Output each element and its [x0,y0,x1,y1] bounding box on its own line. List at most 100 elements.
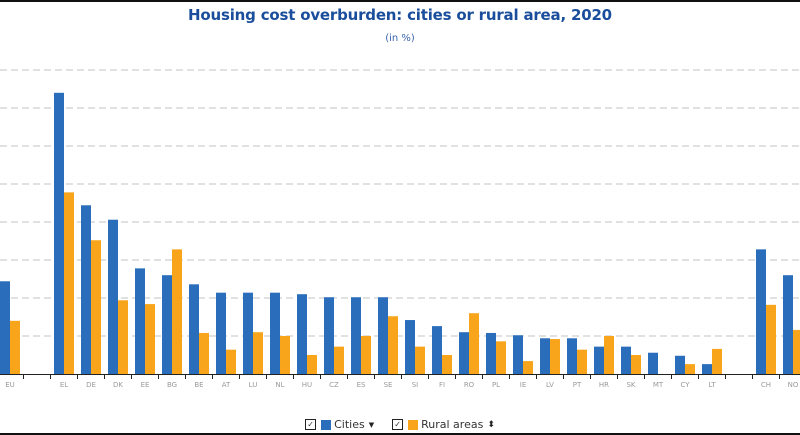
bar-cities-hu [297,294,307,374]
x-tick-label: CH [761,381,771,389]
x-tick-label: CZ [329,381,339,389]
bar-cities-ro [459,332,469,374]
bar-rural-ie [523,361,533,374]
bar-cities-lu [243,292,253,374]
x-tick-label: EL [60,381,68,389]
x-tick-label: EU [5,381,15,389]
bar-cities-pt [567,338,577,374]
sort-descending-icon[interactable]: ▼ [368,420,375,429]
bar-rural-si [415,346,425,374]
bar-cities-nl [270,292,280,374]
bar-cities-ch [756,249,766,374]
x-tick-label: ES [357,381,366,389]
gridlines [0,69,800,337]
x-tick-label: NO [788,381,799,389]
bottom-border [0,433,800,435]
legend: ✓ Cities ▼ ✓ Rural areas ⬍ [0,418,800,431]
x-tick-label: LU [249,381,258,389]
bar-rural-lv [550,339,560,374]
bar-cities-hr [594,346,604,374]
bar-rural-lt [712,348,722,374]
bar-rural-se [388,316,398,374]
checkbox-icon[interactable]: ✓ [305,419,317,430]
x-tick-label: PL [492,381,500,389]
x-tick-label: BG [167,381,177,389]
x-tick-label: BE [194,381,203,389]
bar-cities-pl [486,332,496,374]
x-tick-label: RO [464,381,475,389]
bar-cities-lv [540,338,550,374]
bar-cities-lt [702,364,712,374]
bar-cities-sk [621,346,631,374]
bar-rural-hr [604,336,614,374]
bar-cities-de [81,205,91,374]
chart-title: Housing cost overburden: cities or rural… [188,6,612,24]
bar-rural-sk [631,355,641,374]
chart-subtitle: (in %) [385,33,415,44]
rural-areas-swatch [408,419,419,430]
bar-rural-fi [442,355,452,374]
legend-label-cities: Cities [334,418,365,431]
bar-rural-ch [766,304,776,374]
bars [0,92,800,375]
x-tick-label: EE [141,381,150,389]
legend-item-rural-areas[interactable]: ✓ Rural areas ⬍ [392,418,495,431]
x-tick-label: PT [573,381,582,389]
x-tick-label: HR [599,381,609,389]
bar-rural-no [793,329,800,374]
x-tick-label: DE [86,381,96,389]
x-tick-label: SK [626,381,635,389]
bar-cities-cy [675,355,685,374]
x-tick-label: IE [520,381,527,389]
bar-rural-cy [685,364,695,374]
x-tick-label: LT [708,381,716,389]
bar-cities-ee [135,268,145,374]
bar-rural-es [361,336,371,374]
bar-cities-el [54,92,64,375]
x-tick-label: HU [302,381,312,389]
bar-rural-ro [469,313,479,374]
bar-cities-bg [162,275,172,374]
bar-cities-dk [108,219,118,374]
bar-rural-at [226,349,236,374]
bar-rural-el [64,192,74,374]
x-tick-label: DK [113,381,123,389]
checkbox-icon[interactable]: ✓ [392,419,404,430]
bar-rural-lu [253,332,263,374]
sort-toggle-icon[interactable]: ⬍ [487,419,495,430]
bar-cities-fi [432,326,442,374]
cities-swatch [321,419,332,430]
bar-cities-ie [513,335,523,374]
bar-rural-bg [172,249,182,374]
legend-label-rural-areas: Rural areas [421,418,484,431]
bar-rural-pt [577,349,587,374]
bar-cities-cz [324,297,334,374]
x-tick-label: AT [222,381,231,389]
bar-rural-nl [280,336,290,374]
bar-cities-at [216,292,226,374]
bar-rural-cz [334,346,344,374]
bar-cities-es [351,297,361,374]
bar-rural-de [91,240,101,374]
bar-cities-mt [648,352,658,374]
bar-cities-be [189,284,199,374]
bar-chart: EU EL DE DK EE BG BE AT LU NL HU CZ ES SE SI FI RO PL IE LV… [0,69,800,389]
legend-item-cities[interactable]: ✓ Cities ▼ [305,418,374,431]
top-border [0,0,800,2]
x-tick-label: NL [275,381,284,389]
x-tick-label: FI [439,381,445,389]
bar-rural-eu [10,320,20,374]
bar-rural-ee [145,304,155,374]
bar-cities-si [405,320,415,374]
bar-rural-dk [118,300,128,374]
x-axis [0,374,800,379]
bar-rural-be [199,332,209,374]
bar-cities-eu [0,281,10,374]
bar-cities-se [378,297,388,374]
x-axis-labels: EU EL DE DK EE BG BE AT LU NL HU CZ ES SE SI FI RO PL IE LV… [5,381,799,389]
x-tick-label: LV [546,381,554,389]
x-tick-label: CY [680,381,690,389]
bar-rural-pl [496,341,506,374]
x-tick-label: SE [384,381,393,389]
bar-rural-hu [307,355,317,374]
